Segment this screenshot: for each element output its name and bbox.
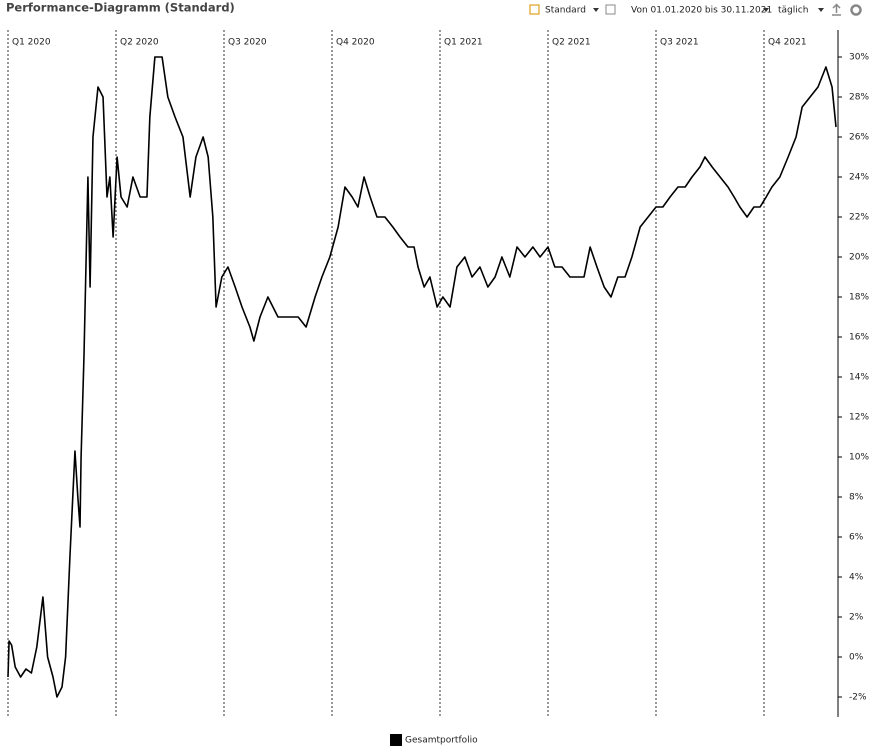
x-tick-label: Q1 2020	[12, 38, 51, 48]
dropdown-arrow[interactable]	[593, 8, 599, 12]
x-tick-label: Q4 2021	[768, 38, 807, 48]
y-tick-label: 6%	[849, 533, 864, 543]
y-tick-label: 2%	[849, 613, 864, 623]
interval-select[interactable]: täglich	[778, 6, 808, 16]
y-tick-label: 18%	[849, 293, 869, 303]
legend-label: Gesamtportfolio	[405, 736, 478, 746]
x-tick-label: Q3 2021	[660, 38, 699, 48]
x-tick-label: Q4 2020	[336, 38, 375, 48]
y-tick-label: 30%	[849, 53, 869, 63]
x-tick-label: Q2 2021	[552, 38, 591, 48]
line	[7, 56, 837, 698]
y-tick-label: 0%	[849, 653, 864, 663]
export-icon[interactable]	[832, 3, 841, 16]
y-tick-label: 8%	[849, 493, 864, 503]
y-tick-label: -2%	[849, 693, 867, 703]
x-tick-label: Q2 2020	[120, 38, 159, 48]
y-tick-label: 10%	[849, 453, 869, 463]
x-tick-label: Q3 2020	[228, 38, 267, 48]
y-tick-label: 22%	[849, 213, 869, 223]
dropdown-arrow[interactable]	[763, 8, 769, 12]
y-tick-label: 14%	[849, 373, 869, 383]
y-tick-label: 28%	[849, 93, 869, 103]
calendar-icon[interactable]	[529, 4, 540, 15]
view-select[interactable]: Standard	[545, 6, 586, 16]
chart-title: Performance-Diagramm (Standard)	[6, 1, 235, 15]
dropdown-arrow[interactable]	[818, 8, 824, 12]
y-tick-label: 16%	[849, 333, 869, 343]
y-tick-label: 12%	[849, 413, 869, 423]
x-tick-label: Q1 2021	[444, 38, 483, 48]
legend-swatch	[390, 734, 402, 746]
range-select[interactable]: Von 01.01.2020 bis 30.11.2021	[631, 6, 772, 16]
y-tick-label: 26%	[849, 133, 869, 143]
y-tick-label: 24%	[849, 173, 869, 183]
y-tick-label: 4%	[849, 573, 864, 583]
settings-icon[interactable]	[850, 4, 862, 16]
y-tick-label: 20%	[849, 253, 869, 263]
range-icon[interactable]	[605, 4, 616, 15]
